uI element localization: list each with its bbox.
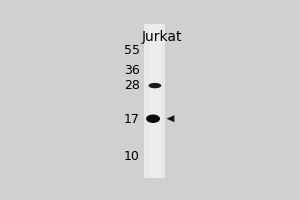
Text: 36: 36 — [124, 64, 140, 77]
Text: 10: 10 — [124, 150, 140, 163]
Text: 55: 55 — [124, 44, 140, 57]
Ellipse shape — [146, 114, 160, 123]
Text: Jurkat: Jurkat — [142, 30, 182, 44]
Polygon shape — [167, 115, 174, 122]
Text: 28: 28 — [124, 79, 140, 92]
Bar — [145, 24, 165, 178]
Text: 17: 17 — [124, 113, 140, 126]
Ellipse shape — [148, 83, 161, 88]
Bar — [149, 24, 161, 178]
